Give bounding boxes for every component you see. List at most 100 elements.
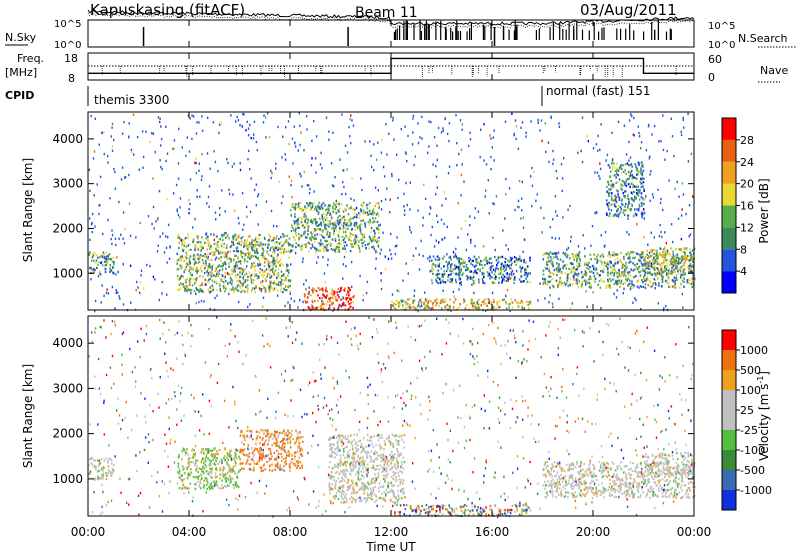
power-cell (645, 279, 647, 282)
power-cell (596, 260, 599, 263)
power-cell (664, 269, 667, 273)
power-cell (89, 251, 91, 254)
power-cell (329, 244, 332, 247)
power-cell (684, 255, 686, 258)
power-cell (355, 216, 358, 219)
power-cell (348, 219, 351, 222)
power-cell (418, 300, 420, 304)
power-cell (400, 128, 402, 131)
power-cell (503, 256, 506, 260)
power-cell (122, 263, 124, 266)
power-cell (469, 277, 472, 280)
power-cell (419, 298, 421, 302)
power-cell (644, 271, 647, 274)
power-cell (675, 264, 677, 267)
power-cell (614, 205, 616, 208)
power-cell (238, 236, 240, 239)
power-cell (367, 243, 369, 246)
power-cell (635, 197, 637, 200)
velocity-cell (215, 452, 217, 456)
power-cell (325, 116, 328, 119)
power-cell (326, 263, 329, 267)
power-cell (193, 278, 195, 281)
power-cell (306, 222, 309, 225)
power-cell (612, 202, 614, 206)
power-cell (91, 268, 93, 271)
power-cell (590, 258, 592, 261)
power-cell (111, 233, 114, 237)
power-cell (470, 238, 472, 242)
power-cell (458, 306, 461, 309)
power-cell (189, 262, 192, 265)
power-cell (333, 307, 335, 310)
power-cell (245, 272, 248, 275)
power-cell (650, 170, 652, 173)
power-cell (545, 150, 547, 154)
power-cell (437, 274, 439, 277)
power-cell (320, 306, 323, 309)
power-cell (495, 275, 497, 278)
power-cell (336, 219, 339, 222)
velocity-cell (194, 452, 197, 455)
power-cell (276, 277, 278, 280)
power-cell (339, 221, 341, 224)
power-cell (200, 299, 203, 303)
power-cell (613, 203, 616, 206)
power-cell (257, 195, 259, 198)
power-cell (311, 157, 313, 160)
power-cell (466, 278, 469, 281)
power-cell (304, 236, 307, 239)
velocity-cell (232, 466, 234, 469)
power-cell (504, 280, 507, 283)
power-cell (96, 183, 98, 186)
power-cell (605, 284, 608, 287)
power-cell (267, 246, 269, 249)
power-cell (436, 255, 439, 258)
power-cell (641, 252, 643, 256)
power-cell (644, 279, 646, 282)
power-cell (611, 165, 614, 168)
power-cell (176, 262, 178, 265)
power-cell (666, 279, 669, 282)
power-cell (278, 180, 280, 183)
power-cell (247, 250, 250, 253)
power-cell (194, 217, 196, 221)
power-cell (564, 264, 566, 267)
power-cell (431, 265, 433, 268)
power-cell (191, 114, 193, 117)
power-cell (641, 279, 643, 282)
power-cell (375, 227, 378, 230)
power-cell (237, 289, 240, 292)
power-cell (520, 299, 523, 302)
power-cell (317, 249, 320, 252)
power-cell (464, 219, 467, 223)
power-cell (233, 290, 235, 293)
power-cell (97, 256, 99, 259)
power-cell (692, 280, 694, 284)
power-cell (192, 238, 195, 241)
power-cell (241, 284, 244, 287)
power-cell (386, 153, 388, 156)
power-cell (193, 258, 196, 261)
power-colorbar-swatch (722, 249, 736, 272)
power-cell (652, 260, 655, 264)
power-cell (311, 299, 313, 302)
velocity-cell (209, 475, 212, 478)
power-cell (616, 162, 618, 165)
power-cell (229, 250, 232, 253)
power-cell (329, 220, 331, 223)
power-cell (251, 255, 254, 258)
power-cell (311, 206, 314, 209)
power-cell (566, 277, 569, 280)
power-cell (196, 195, 198, 199)
power-cell (639, 274, 642, 277)
power-cell (627, 204, 629, 207)
power-cell (666, 252, 669, 255)
power-cell (315, 250, 318, 253)
power-cell (560, 283, 563, 286)
power-cell (691, 260, 694, 263)
power-cell (501, 255, 504, 258)
power-cell (689, 258, 692, 261)
power-cell (303, 215, 305, 218)
power-cell (342, 169, 344, 172)
